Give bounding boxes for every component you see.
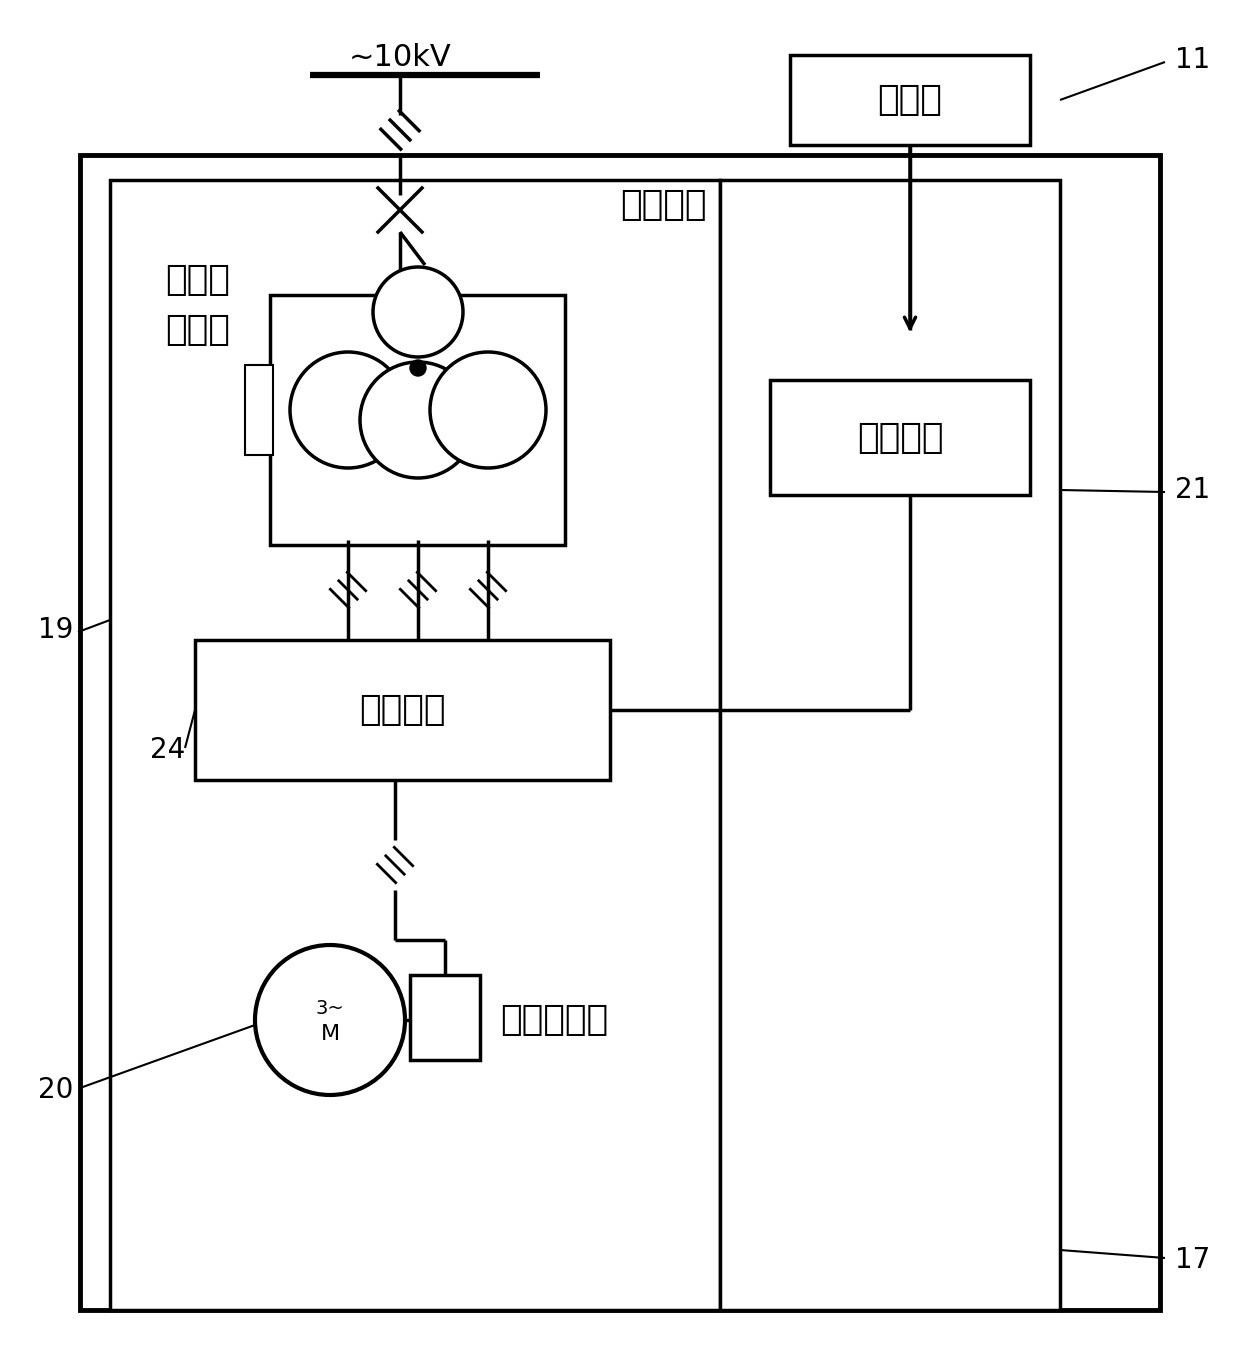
Bar xyxy=(110,180,720,1311)
Text: 整流单元: 整流单元 xyxy=(360,693,445,727)
Circle shape xyxy=(410,361,427,376)
Text: 20: 20 xyxy=(38,1077,73,1104)
Bar xyxy=(720,180,1060,1311)
Text: M: M xyxy=(320,1023,340,1044)
Text: ~10kV: ~10kV xyxy=(348,42,451,72)
Text: 集装箱: 集装箱 xyxy=(165,313,229,347)
Text: 控制组件: 控制组件 xyxy=(857,421,944,455)
Text: 一体化: 一体化 xyxy=(165,263,229,297)
Text: 3~: 3~ xyxy=(316,999,345,1018)
Text: 24: 24 xyxy=(150,736,185,764)
Bar xyxy=(790,54,1030,146)
Bar xyxy=(81,155,1159,1311)
Bar xyxy=(270,295,565,544)
Text: 21: 21 xyxy=(1176,476,1210,504)
Bar xyxy=(195,640,610,780)
Text: 远控台: 远控台 xyxy=(878,83,942,117)
Bar xyxy=(246,365,273,455)
Circle shape xyxy=(430,352,546,468)
Text: 11: 11 xyxy=(1176,46,1210,73)
Bar xyxy=(410,974,480,1060)
Text: 17: 17 xyxy=(1176,1247,1210,1274)
Circle shape xyxy=(290,352,405,468)
Circle shape xyxy=(255,945,405,1096)
Text: 19: 19 xyxy=(38,617,73,644)
Text: 车载部分: 车载部分 xyxy=(620,188,707,222)
Circle shape xyxy=(360,362,476,478)
Circle shape xyxy=(373,267,463,357)
Bar xyxy=(770,380,1030,495)
Text: 变频一体机: 变频一体机 xyxy=(500,1003,608,1037)
